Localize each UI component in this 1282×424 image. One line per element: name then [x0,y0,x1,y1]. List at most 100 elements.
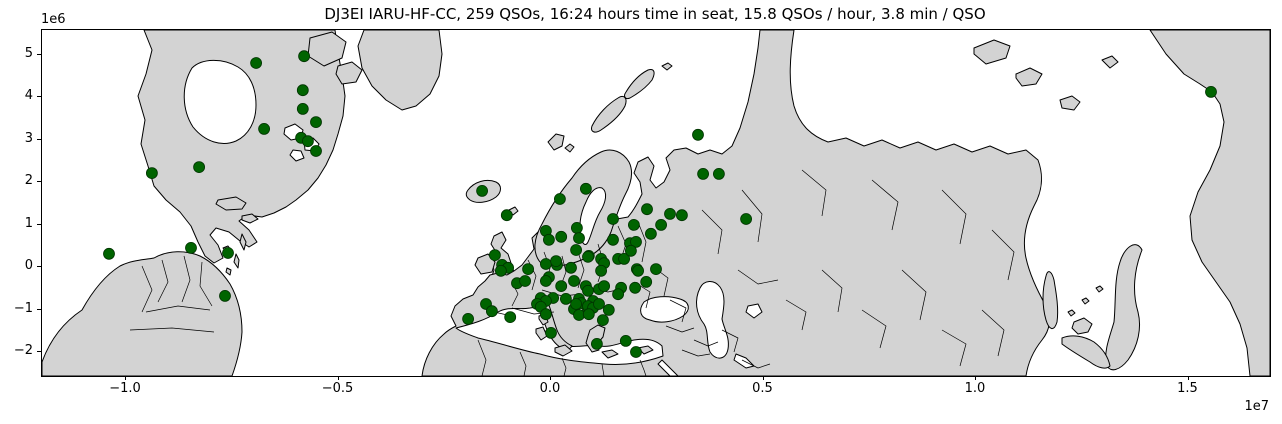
x-tick-label: 0.0 [539,381,561,396]
island-sicily [554,344,573,357]
qso-dot [640,275,653,288]
x-tick-label: −0.5 [321,381,354,396]
qso-dot [298,50,311,63]
qso-dot [570,244,582,256]
qso-dot [565,261,577,274]
x-tick-mark [125,376,126,380]
qso-dot [310,145,322,157]
y-tick-label: −2 [13,343,33,358]
qso-dot [697,167,709,180]
aral-sea [745,303,763,319]
qso-dot [301,135,314,148]
y-tick-mark [37,138,41,140]
qso-dot [713,167,725,180]
islands-japan [1061,317,1111,369]
islands-kuril [1067,285,1104,317]
y-tick-mark [37,266,41,267]
qso-dot [522,263,535,276]
islands-novaya-zemlya [591,69,655,133]
qso-dot [607,213,619,225]
qso-dot [571,221,583,234]
qso-dot [494,264,507,277]
qso-dot [597,314,609,327]
qso-dot [573,232,585,245]
country-borders [129,169,1015,376]
qso-dot [692,128,704,141]
y-tick-mark [37,223,41,225]
qso-dot [310,116,322,128]
x-tick-label: 1.5 [1177,381,1198,396]
qso-dot [560,292,572,305]
qso-dot [625,244,637,257]
map-plot-area [41,29,1271,377]
qso-dot [504,311,517,324]
world-map [42,30,1270,376]
landmasses-layer [42,30,1270,376]
qso-scatter-layer [103,50,1217,358]
y-tick-mark [37,96,41,97]
qso-dot [146,167,158,180]
island-cyprus [637,345,654,355]
qso-dot [193,161,206,174]
qso-dot [1205,86,1217,98]
y-tick-mark [37,53,41,55]
qso-dot [619,334,632,347]
y-tick-mark [37,351,41,352]
qso-dot [539,258,552,270]
qso-dot [740,213,752,225]
qso-dot [612,288,624,301]
gulf-of-bothnia [579,187,607,245]
qso-dot [582,308,595,321]
chart-title: DJ3EI IARU-HF-CC, 259 QSOs, 16:24 hours … [324,5,986,23]
landmass-far-east [1149,30,1270,376]
qso-dot [542,233,555,246]
qso-dot [219,289,231,302]
qso-dot [539,308,552,321]
y-tick-label: 3 [24,130,33,146]
qso-dot [545,326,557,339]
island-crete [601,349,619,359]
y-tick-label: 0 [24,258,33,273]
qso-dot [555,230,568,243]
x-tick-mark [1187,376,1189,380]
qso-dot [595,264,607,277]
island-ireland [474,253,496,275]
qso-dot [568,275,580,287]
y-axis-offset-label: 1e6 [41,12,66,27]
qso-dot [462,312,475,325]
x-tick-mark [550,376,551,380]
qso-dot [593,298,605,310]
qso-dot [630,235,642,248]
x-axis-offset-label: 1e7 [1244,399,1269,414]
x-tick-mark [975,376,976,380]
qso-dot [641,203,653,216]
qso-dot [550,255,562,268]
qso-dot [582,284,594,297]
qso-dot [485,305,498,318]
red-sea [657,359,679,376]
qso-dot [628,218,640,231]
qso-dot [591,337,603,350]
qso-dot [602,303,615,316]
qso-dot [296,103,309,115]
y-tick-label: −1 [13,300,33,316]
islands-svalbard [547,62,673,153]
qso-dot [103,247,115,260]
qso-dot [650,263,662,276]
qso-dot [476,184,489,197]
qso-dot [500,209,513,222]
islands-arctic-east [973,39,1119,111]
qso-dot [519,275,532,287]
y-tick-label: 1 [24,215,33,231]
y-tick-label: 2 [24,173,33,188]
y-tick-label: 4 [24,88,33,103]
qso-dot [573,309,585,321]
caspian-sea [696,281,729,359]
qso-dot [664,207,676,220]
y-tick-label: 5 [24,45,33,61]
y-tick-mark [37,181,41,182]
qso-dot [580,182,592,195]
peninsula-kamchatka [1105,244,1143,371]
qso-dot [185,241,197,254]
